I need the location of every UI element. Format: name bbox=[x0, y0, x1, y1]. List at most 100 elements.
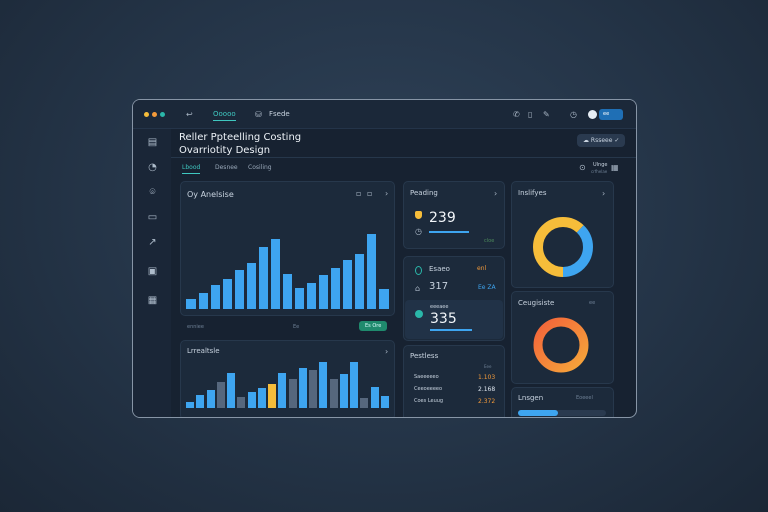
action-button[interactable]: ☁ Rsseee ✓ bbox=[577, 134, 626, 147]
tab-lbood[interactable]: Lbood bbox=[182, 164, 201, 174]
party-value: 2.168 bbox=[478, 386, 496, 393]
chart-bar bbox=[288, 378, 297, 408]
chart-bar bbox=[319, 274, 329, 309]
brush-icon[interactable]: ✎ bbox=[543, 110, 550, 119]
chart-bar bbox=[186, 298, 196, 309]
party-name: Ceeoeeeeo bbox=[414, 386, 443, 392]
back-icon[interactable]: ↩ bbox=[186, 110, 193, 119]
sidebar-list-icon[interactable]: ▤ bbox=[147, 137, 158, 148]
chart-bar bbox=[367, 234, 377, 309]
more-icon[interactable]: › bbox=[494, 189, 498, 198]
pending-title: Peading bbox=[410, 189, 438, 197]
stat-tag: enl bbox=[477, 265, 487, 272]
more-icon[interactable]: › bbox=[385, 189, 389, 198]
chart-bar bbox=[186, 402, 194, 408]
chart-bar bbox=[210, 284, 220, 309]
avatar[interactable] bbox=[588, 110, 597, 119]
chart-bar bbox=[257, 387, 266, 408]
tab-cosiling[interactable]: Cosiling bbox=[248, 164, 272, 171]
chart-bar bbox=[329, 378, 338, 408]
party-value: 2.372 bbox=[478, 398, 496, 405]
status-sub: crfhelae bbox=[591, 169, 608, 174]
chart-bar bbox=[198, 293, 208, 309]
settings-icon[interactable]: ⊙ bbox=[579, 163, 586, 172]
pending-footer: cloe bbox=[484, 238, 495, 244]
lower-progress-fill bbox=[518, 410, 558, 416]
status-label: Ulnge bbox=[593, 162, 608, 168]
view-icon[interactable]: ▫ bbox=[356, 189, 362, 198]
header-divider bbox=[171, 157, 636, 158]
stat-progress bbox=[430, 329, 472, 331]
sidebar-folder-icon[interactable]: ▣ bbox=[147, 266, 158, 277]
phone-icon[interactable]: ✆ bbox=[513, 110, 520, 119]
insights-donut bbox=[533, 217, 593, 277]
chart-bar bbox=[247, 391, 256, 408]
chart-bar bbox=[319, 362, 328, 408]
chart-bar bbox=[270, 238, 280, 309]
lower-title: Lnsgen bbox=[518, 394, 544, 402]
clock-icon: ◷ bbox=[415, 227, 422, 236]
chart-bar bbox=[379, 288, 389, 309]
chart-bar bbox=[206, 389, 215, 408]
more-icon[interactable]: › bbox=[602, 189, 606, 198]
nav-active[interactable]: Ooooo bbox=[213, 110, 236, 121]
pending-progress bbox=[429, 231, 469, 233]
chart-bar bbox=[237, 396, 246, 408]
grid-icon[interactable]: ▦ bbox=[611, 163, 619, 172]
pending-value: 239 bbox=[429, 210, 456, 226]
overview-card: Oy Anelsise ▫ ▫ › bbox=[180, 181, 395, 316]
lower-progress-track bbox=[518, 410, 606, 416]
parties-title: Pestless bbox=[410, 352, 439, 360]
chart-bar bbox=[298, 367, 307, 408]
sidebar-message-icon[interactable]: ▭ bbox=[147, 212, 158, 223]
chart-bar bbox=[355, 254, 365, 309]
overview-footer-label: enniee bbox=[187, 324, 204, 330]
expand-icon[interactable]: ▫ bbox=[367, 189, 373, 198]
chart-bar bbox=[268, 383, 276, 408]
chart-bar bbox=[227, 372, 235, 408]
overview-footer-button[interactable]: Es Ore bbox=[359, 321, 388, 331]
chart-bar bbox=[234, 270, 244, 309]
chart-bar bbox=[339, 373, 348, 408]
sidebar: ▤ ◔ ⌾ ▭ ↗ ▣ ▦ bbox=[133, 129, 171, 417]
tab-desnee[interactable]: Desnee bbox=[215, 164, 238, 171]
action-button-label: Rsseee bbox=[590, 137, 613, 144]
complete-card: Ceugisiste ee bbox=[511, 291, 614, 384]
sidebar-chart-icon[interactable]: ◔ bbox=[148, 162, 157, 173]
stat-label: eeeaee bbox=[430, 304, 449, 310]
chart-bar bbox=[380, 395, 389, 408]
teal-dot-icon bbox=[415, 310, 423, 318]
database-icon: ⛁ bbox=[255, 110, 262, 119]
parties-card: Pestless Eee Saeeeeeo 1.103 Ceeoeeeeo 2.168… bbox=[403, 345, 505, 417]
chart-bar bbox=[246, 262, 256, 309]
chart-bar bbox=[196, 395, 205, 408]
donut-segment bbox=[533, 217, 593, 277]
stat-tag2: Ee ZA bbox=[478, 284, 496, 291]
drop-icon: ⌂ bbox=[415, 284, 421, 293]
sidebar-trend-icon[interactable]: ↗ bbox=[148, 237, 157, 248]
top-bar: ↩ Ooooo ⛁ Fsede ✆ ▯ ✎ ◷ ee bbox=[133, 100, 636, 129]
complete-title: Ceugisiste bbox=[518, 299, 555, 307]
levels-title: Lrrealtsle bbox=[187, 347, 220, 355]
clock-icon[interactable]: ◷ bbox=[570, 110, 577, 119]
sidebar-bag-icon[interactable]: ▦ bbox=[147, 295, 158, 306]
more-icon[interactable]: › bbox=[385, 347, 389, 356]
chart-bar bbox=[294, 287, 305, 309]
page-title-line1: Reller Ppteelling Costing bbox=[179, 132, 302, 143]
badge[interactable]: ee bbox=[599, 109, 623, 120]
window-dot-yellow[interactable] bbox=[144, 112, 149, 117]
nav-item[interactable]: Fsede bbox=[269, 110, 290, 118]
levels-card: Lrrealtsle › bbox=[180, 340, 395, 417]
chart-bar bbox=[331, 267, 341, 309]
chart-bar bbox=[216, 382, 225, 408]
complete-tag: ee bbox=[589, 300, 596, 306]
tablet-icon[interactable]: ▯ bbox=[528, 110, 533, 119]
chart-bar bbox=[222, 279, 232, 309]
window-dot-orange[interactable] bbox=[152, 112, 157, 117]
ring-icon bbox=[415, 266, 422, 275]
overview-bar-chart bbox=[185, 234, 390, 309]
chart-bar bbox=[360, 398, 369, 408]
window-dot-teal[interactable] bbox=[160, 112, 165, 117]
sidebar-location-icon[interactable]: ⌾ bbox=[149, 187, 156, 198]
overview-footer-label: Ee bbox=[293, 324, 300, 330]
